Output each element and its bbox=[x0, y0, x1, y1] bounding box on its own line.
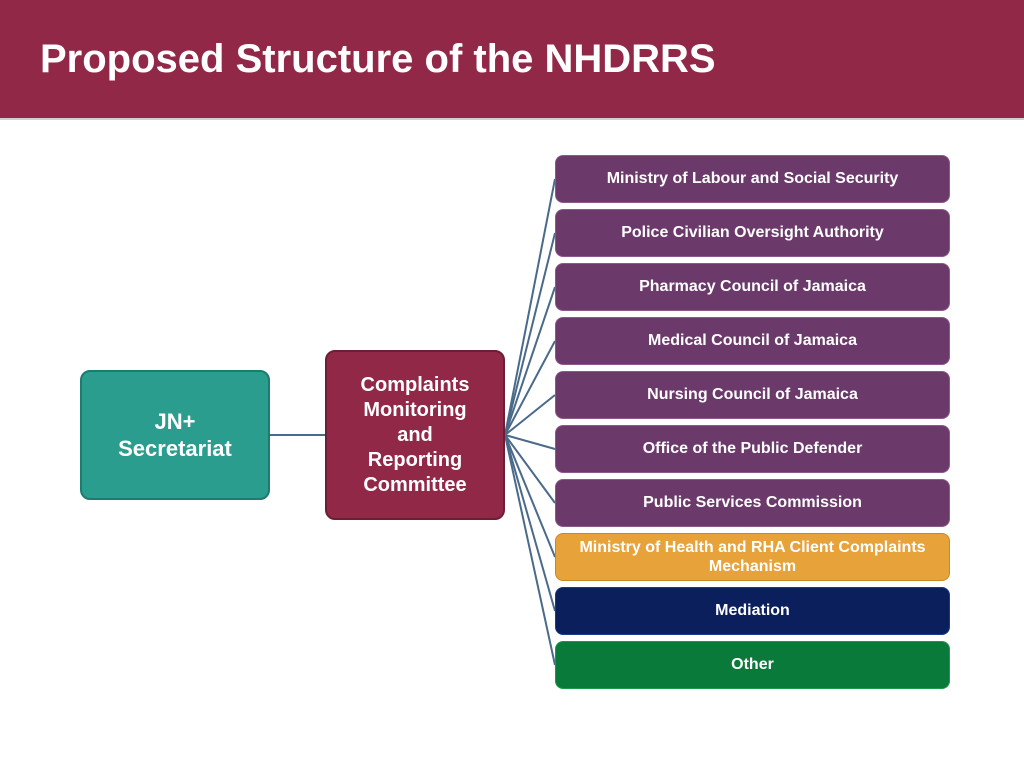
mid-line-5: Committee bbox=[363, 473, 466, 498]
leaf-node: Ministry of Health and RHA Client Compla… bbox=[555, 533, 950, 581]
leaf-node: Pharmacy Council of Jamaica bbox=[555, 263, 950, 311]
root-node-secretariat: JN+ Secretariat bbox=[80, 370, 270, 500]
leaf-label: Ministry of Labour and Social Security bbox=[607, 169, 899, 188]
leaf-node: Police Civilian Oversight Authority bbox=[555, 209, 950, 257]
leaf-label: Police Civilian Oversight Authority bbox=[621, 223, 884, 242]
leaf-node: Medical Council of Jamaica bbox=[555, 317, 950, 365]
root-line-2: Secretariat bbox=[118, 435, 232, 463]
leaf-node: Mediation bbox=[555, 587, 950, 635]
leaf-node: Ministry of Labour and Social Security bbox=[555, 155, 950, 203]
mid-line-1: Complaints bbox=[361, 373, 470, 398]
slide-title: Proposed Structure of the NHDRRS bbox=[40, 37, 716, 82]
leaf-label: Mediation bbox=[715, 601, 790, 620]
mid-line-4: Reporting bbox=[368, 448, 462, 473]
slide-header: Proposed Structure of the NHDRRS bbox=[0, 0, 1024, 120]
leaf-label: Ministry of Health and RHA Client Compla… bbox=[566, 538, 939, 576]
org-diagram: JN+ Secretariat Complaints Monitoring an… bbox=[0, 120, 1024, 768]
leaf-label: Medical Council of Jamaica bbox=[648, 331, 857, 350]
leaf-node: Nursing Council of Jamaica bbox=[555, 371, 950, 419]
root-line-1: JN+ bbox=[155, 408, 196, 436]
leaf-label: Office of the Public Defender bbox=[643, 439, 863, 458]
leaf-label: Pharmacy Council of Jamaica bbox=[639, 277, 866, 296]
leaf-node: Office of the Public Defender bbox=[555, 425, 950, 473]
leaf-label: Public Services Commission bbox=[643, 493, 862, 512]
mid-node-committee: Complaints Monitoring and Reporting Comm… bbox=[325, 350, 505, 520]
mid-line-2: Monitoring bbox=[363, 398, 466, 423]
leaf-label: Nursing Council of Jamaica bbox=[647, 385, 858, 404]
mid-line-3: and bbox=[397, 423, 433, 448]
leaf-label: Other bbox=[731, 655, 774, 674]
leaf-node: Public Services Commission bbox=[555, 479, 950, 527]
leaf-node: Other bbox=[555, 641, 950, 689]
